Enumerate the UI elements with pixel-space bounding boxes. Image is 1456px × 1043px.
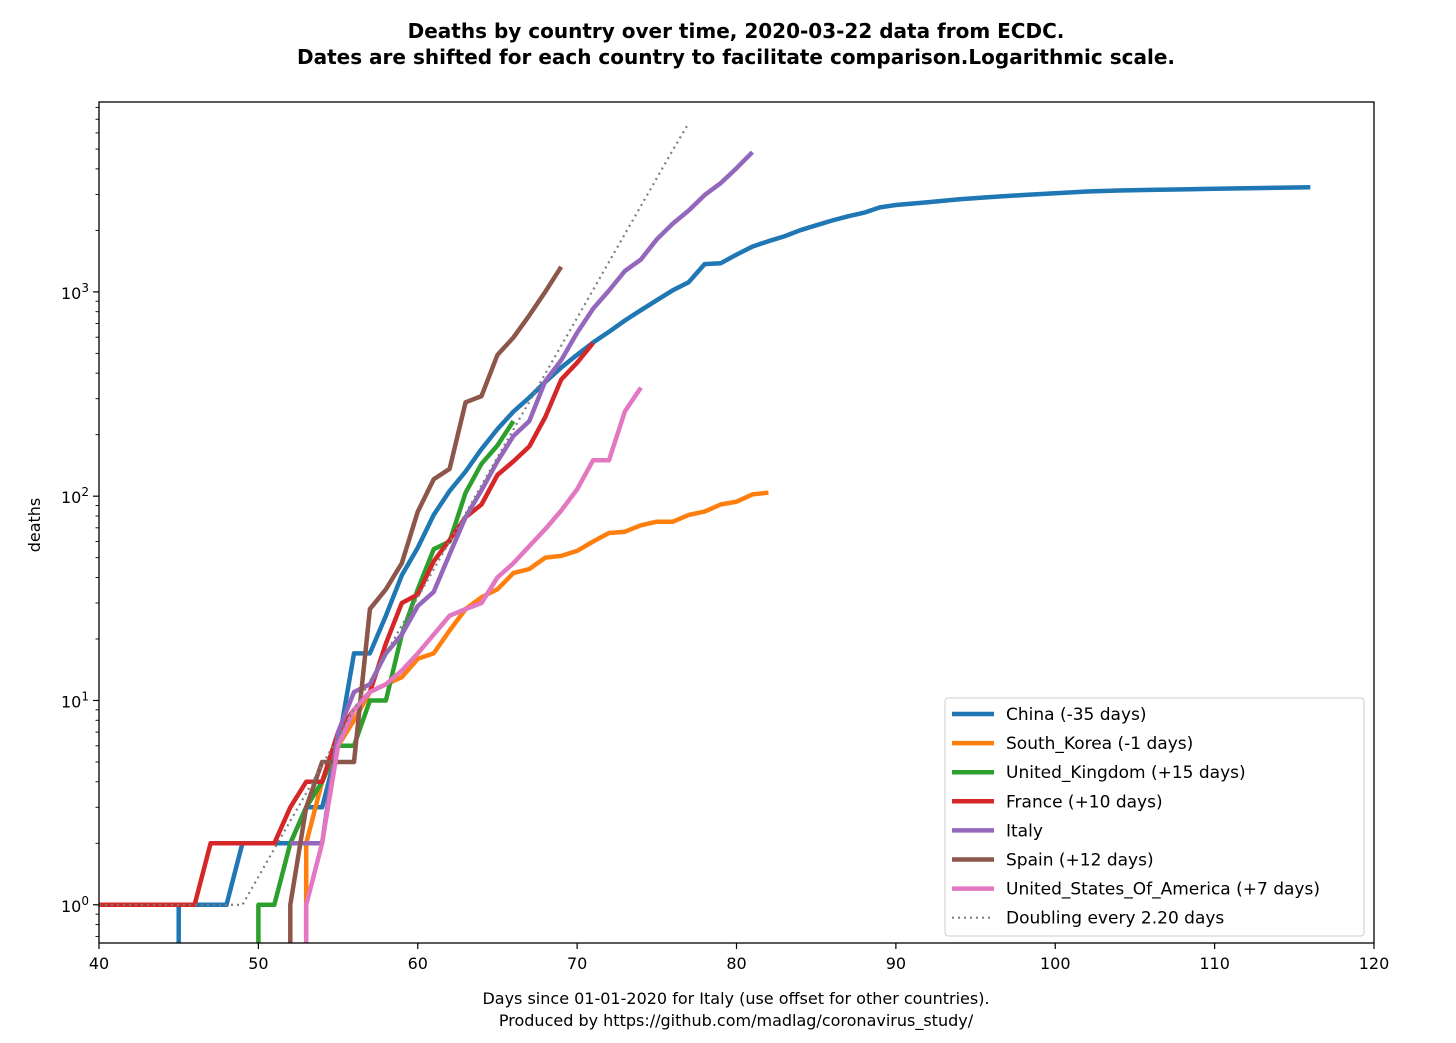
legend-label-0: China (-35 days) bbox=[1006, 705, 1147, 725]
x-tick-label-7: 110 bbox=[1199, 954, 1230, 973]
x-tick-label-1: 50 bbox=[248, 954, 268, 973]
legend-label-6: United_States_Of_America (+7 days) bbox=[1006, 880, 1320, 900]
series-line-4 bbox=[290, 150, 754, 846]
chart-title-line-2: Dates are shifted for each country to fa… bbox=[297, 45, 1175, 69]
plot-lines bbox=[99, 122, 1311, 943]
legend-label-2: United_Kingdom (+15 days) bbox=[1006, 763, 1246, 783]
series-line-0 bbox=[176, 184, 1311, 943]
legend-label-3: France (+10 days) bbox=[1006, 792, 1163, 812]
series-line-5 bbox=[288, 265, 564, 943]
y-tick-label-0: 100 bbox=[61, 894, 89, 916]
x-tick-label-4: 80 bbox=[726, 954, 746, 973]
legend-label-1: South_Korea (-1 days) bbox=[1006, 734, 1193, 754]
x-tick-label-0: 40 bbox=[89, 954, 109, 973]
series-line-3 bbox=[99, 341, 595, 908]
y-axis-label: deaths bbox=[25, 498, 44, 553]
x-tick-label-5: 90 bbox=[886, 954, 906, 973]
x-tick-label-3: 70 bbox=[567, 954, 587, 973]
y-tick-label-2: 102 bbox=[61, 485, 89, 507]
legend-label-7: Doubling every 2.20 days bbox=[1006, 909, 1224, 929]
legend-label-4: Italy bbox=[1006, 821, 1043, 841]
series-line-7 bbox=[99, 122, 690, 906]
y-tick-label-1: 101 bbox=[61, 689, 89, 711]
series-line-6 bbox=[303, 386, 643, 943]
x-tick-label-8: 120 bbox=[1359, 954, 1390, 973]
y-tick-label-3: 103 bbox=[61, 281, 89, 303]
legend: China (-35 days) South_Korea (-1 days) Uni… bbox=[944, 697, 1365, 937]
legend-box bbox=[944, 697, 1365, 937]
legend-label-5: Spain (+12 days) bbox=[1006, 851, 1154, 871]
chart-title-line-1: Deaths by country over time, 2020-03-22 … bbox=[408, 19, 1065, 43]
x-axis-label-line-1: Days since 01-01-2020 for Italy (use off… bbox=[482, 989, 989, 1008]
x-axis: 40 50 60 70 80 90 100 110 120 bbox=[89, 943, 1389, 973]
x-axis-label-line-2: Produced by https://github.com/madlag/co… bbox=[499, 1011, 974, 1031]
series-line-2 bbox=[256, 419, 516, 943]
x-tick-label-2: 60 bbox=[408, 954, 428, 973]
x-tick-label-6: 100 bbox=[1040, 954, 1071, 973]
plot-area-frame bbox=[98, 101, 1375, 944]
